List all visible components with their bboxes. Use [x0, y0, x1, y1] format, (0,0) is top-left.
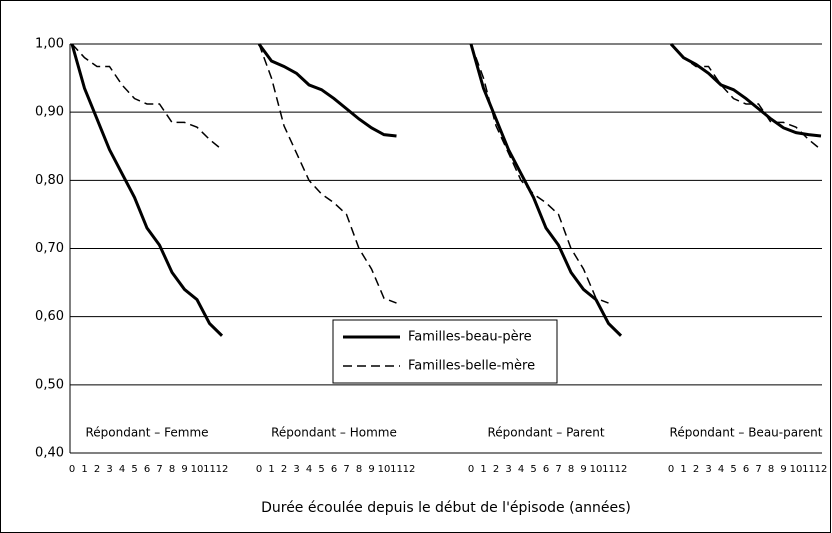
x-tick-label: 9 — [181, 464, 187, 475]
x-tick-label: 0 — [668, 464, 674, 475]
x-tick-label: 5 — [131, 464, 137, 475]
panel-label: Répondant – Beau-parent — [670, 426, 823, 440]
x-tick-label: 5 — [730, 464, 736, 475]
x-tick-label: 5 — [318, 464, 324, 475]
x-tick-label: 11 — [602, 464, 615, 475]
x-tick-label: 4 — [718, 464, 724, 475]
series-line — [71, 43, 223, 151]
x-tick-label: 9 — [780, 464, 786, 475]
x-tick-label: 9 — [580, 464, 586, 475]
legend-box — [332, 319, 558, 384]
series-line — [70, 43, 224, 337]
x-tick-label: 12 — [403, 464, 416, 475]
legend: Familles-beau-père Familles-belle-mère — [332, 319, 558, 384]
x-tick-label: 8 — [356, 464, 362, 475]
x-tick-label: 10 — [590, 464, 603, 475]
x-tick-label: 0 — [468, 464, 474, 475]
x-tick-label: 12 — [216, 464, 229, 475]
x-tick-label: 3 — [293, 464, 299, 475]
x-tick-label: 3 — [106, 464, 112, 475]
series-line — [669, 42, 822, 138]
series-line — [469, 43, 623, 337]
x-axis-label: Durée écoulée depuis le début de l'épiso… — [261, 500, 631, 516]
x-tick-label: 4 — [306, 464, 312, 475]
x-tick-label: 7 — [555, 464, 561, 475]
x-tick-label: 2 — [493, 464, 499, 475]
x-tick-label: 11 — [390, 464, 403, 475]
x-tick-label: 7 — [156, 464, 162, 475]
x-tick-label: 3 — [505, 464, 511, 475]
series-line — [257, 43, 397, 138]
x-tick-label: 2 — [281, 464, 287, 475]
legend-label: Familles-belle-mère — [408, 359, 535, 374]
y-tick-label: 0,60 — [35, 309, 64, 324]
x-tick-label: 11 — [203, 464, 216, 475]
x-tick-label: 10 — [790, 464, 803, 475]
x-tick-label: 7 — [343, 464, 349, 475]
y-tick-label: 0,80 — [35, 173, 64, 188]
x-tick-label: 12 — [815, 464, 828, 475]
x-tick-label: 6 — [331, 464, 337, 475]
x-tick-label: 3 — [705, 464, 711, 475]
x-tick-label: 8 — [768, 464, 774, 475]
x-tick-label: 9 — [368, 464, 374, 475]
y-tick-label: 1,00 — [35, 37, 64, 52]
x-tick-label: 2 — [693, 464, 699, 475]
x-tick-label: 0 — [69, 464, 75, 475]
panel-label: Répondant – Homme — [271, 426, 397, 440]
x-tick-label: 12 — [615, 464, 628, 475]
legend-label: Familles-beau-père — [408, 330, 532, 345]
x-tick-label: 1 — [81, 464, 87, 475]
y-tick-label: 0,90 — [35, 105, 64, 120]
series-line — [670, 43, 822, 151]
x-tick-label: 8 — [568, 464, 574, 475]
x-tick-label: 11 — [802, 464, 815, 475]
y-tick-label: 0,40 — [35, 446, 64, 461]
x-tick-label: 10 — [378, 464, 391, 475]
x-tick-label: 1 — [680, 464, 686, 475]
x-tick-label: 2 — [94, 464, 100, 475]
x-tick-label: 1 — [268, 464, 274, 475]
y-tick-label: 0,70 — [35, 241, 64, 256]
x-tick-label: 8 — [169, 464, 175, 475]
x-tick-label: 4 — [119, 464, 125, 475]
x-tick-label: 1 — [480, 464, 486, 475]
x-tick-label: 6 — [743, 464, 749, 475]
x-tick-label: 10 — [191, 464, 204, 475]
x-tick-label: 6 — [144, 464, 150, 475]
x-tick-label: 0 — [256, 464, 262, 475]
x-tick-label: 6 — [543, 464, 549, 475]
panel-label: Répondant – Femme — [85, 426, 208, 440]
x-tick-label: 7 — [755, 464, 761, 475]
x-tick-label: 5 — [530, 464, 536, 475]
y-tick-label: 0,50 — [35, 377, 64, 392]
series-line — [470, 43, 609, 304]
x-tick-label: 4 — [518, 464, 524, 475]
series-line — [258, 43, 397, 304]
panel-label: Répondant – Parent — [487, 426, 604, 440]
